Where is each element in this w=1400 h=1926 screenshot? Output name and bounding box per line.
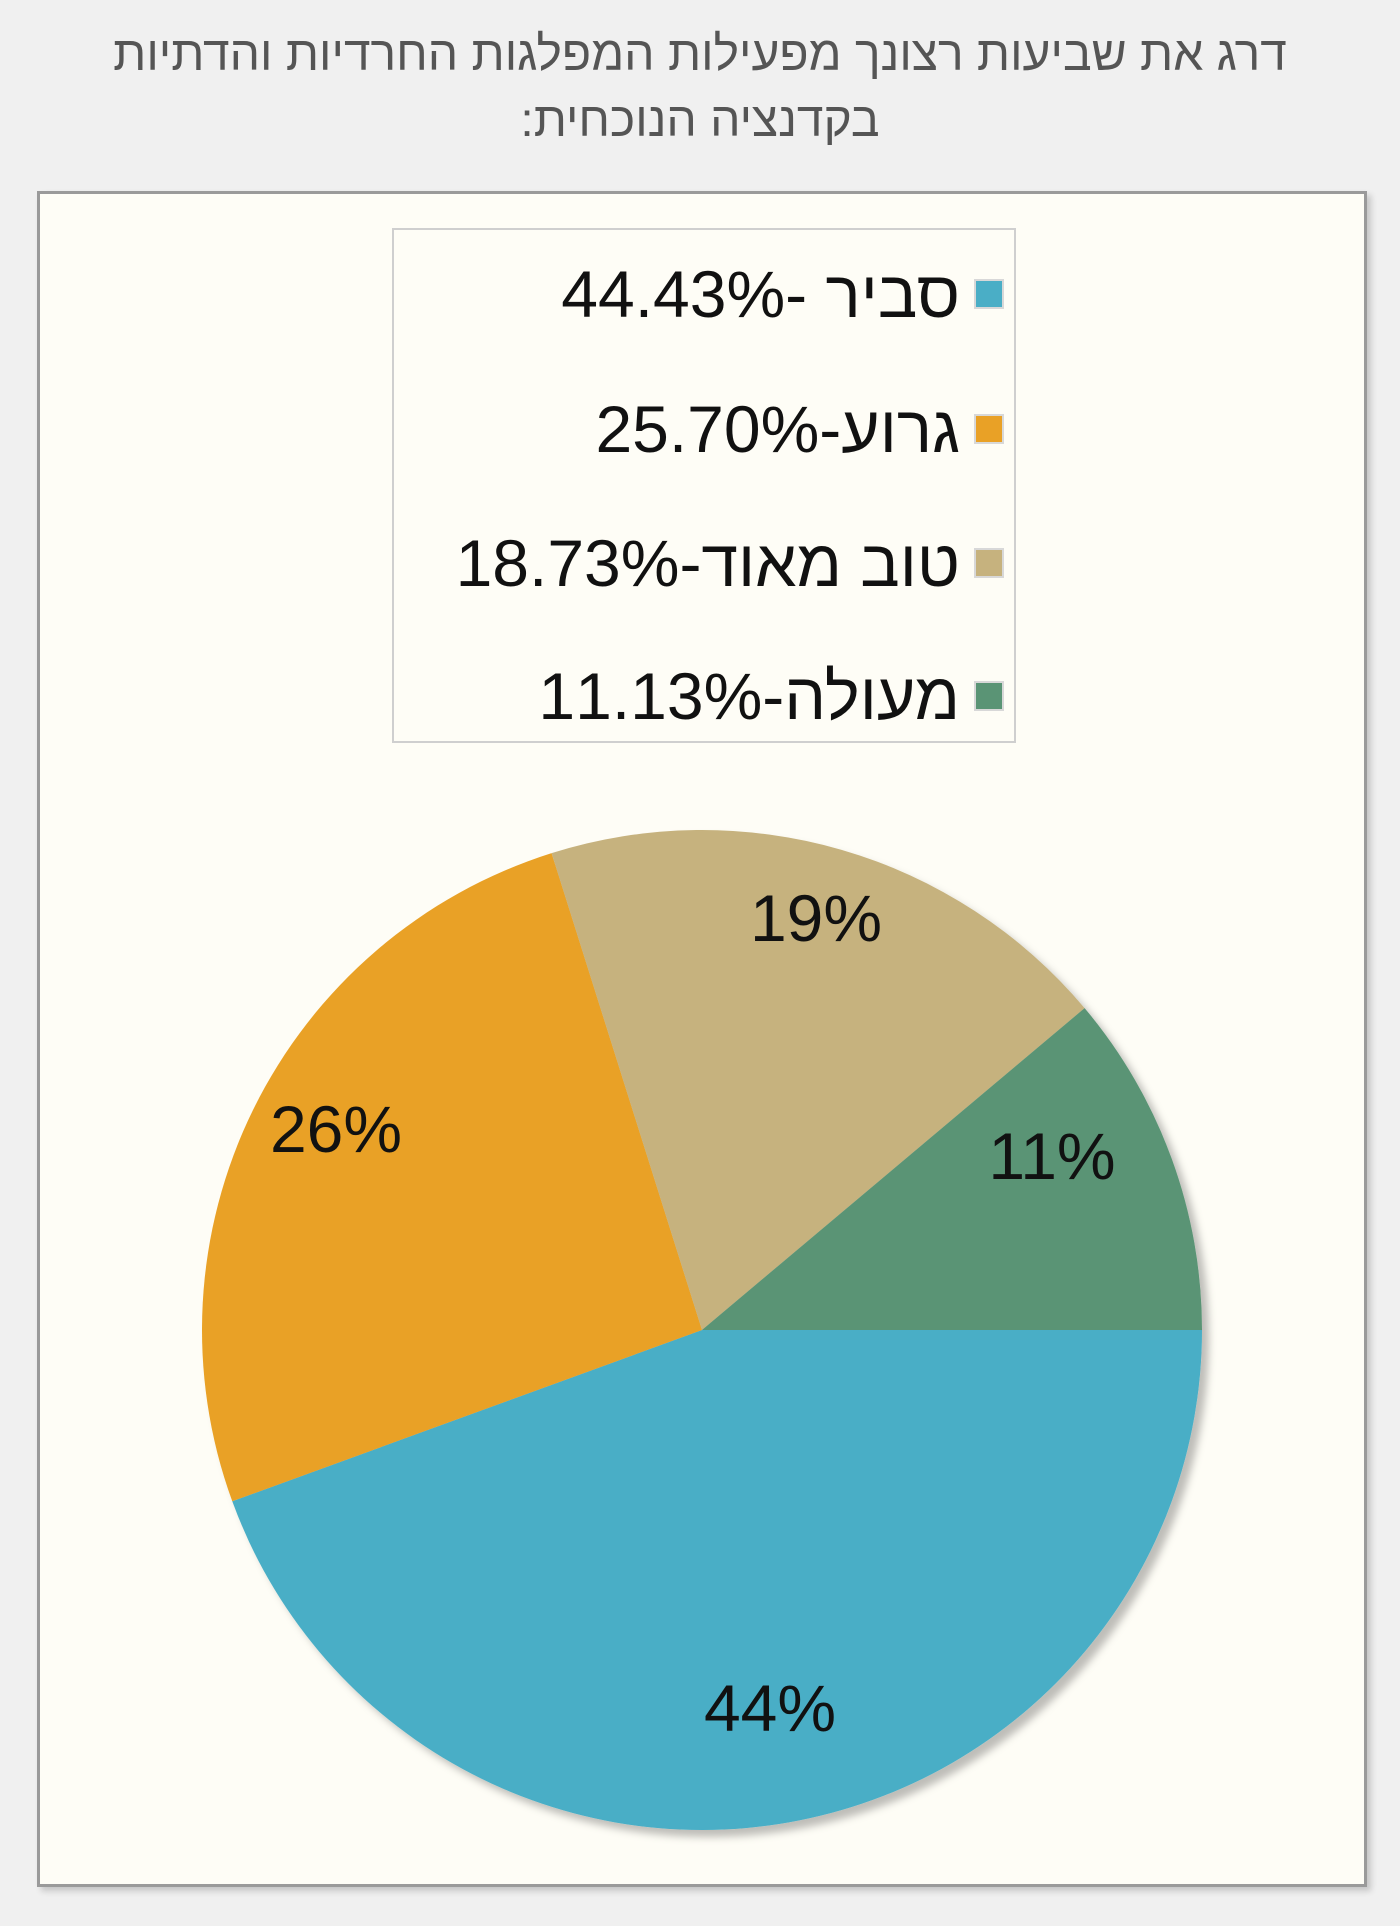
slice-label-1: 26% [270, 1092, 402, 1166]
chart-title: דרג את שביעות רצונך מפעילות המפלגות החרד… [113, 28, 1287, 147]
legend-swatch-1 [974, 414, 1004, 444]
legend-item-0: סביר -44.43% [561, 257, 1004, 331]
pie-slice-0 [232, 1330, 1203, 1831]
legend-swatch-0 [974, 279, 1004, 309]
slice-label-2: 19% [750, 881, 882, 955]
slice-label-0: 44% [704, 1671, 836, 1745]
pie-labels: 44% 26% 19% 11% [270, 881, 1116, 1745]
pie-slices [201, 830, 1203, 1831]
legend-label-2: טוב מאוד-18.73% [455, 526, 960, 600]
legend: סביר -44.43% גרוע-25.70% טוב מאוד-18.73%… [392, 228, 1016, 743]
legend-label-0: סביר -44.43% [561, 257, 960, 331]
pie-slice-1 [201, 853, 702, 1502]
pie-slice-2 [551, 830, 1085, 1330]
legend-swatch-3 [974, 681, 1004, 711]
pie-slice-3 [702, 1008, 1202, 1330]
slice-label-3: 11% [988, 1119, 1115, 1193]
legend-item-1: גרוע-25.70% [595, 392, 1004, 466]
legend-label-1: גרוע-25.70% [595, 392, 960, 466]
pie-chart: 44% 26% 19% 11% [201, 830, 1203, 1831]
legend-swatch-2 [974, 548, 1004, 578]
legend-label-3: מעולה-11.13% [538, 659, 960, 733]
chart-frame: סביר -44.43% גרוע-25.70% טוב מאוד-18.73%… [37, 191, 1367, 1887]
legend-item-3: מעולה-11.13% [538, 659, 1004, 733]
legend-item-2: טוב מאוד-18.73% [455, 526, 1004, 600]
